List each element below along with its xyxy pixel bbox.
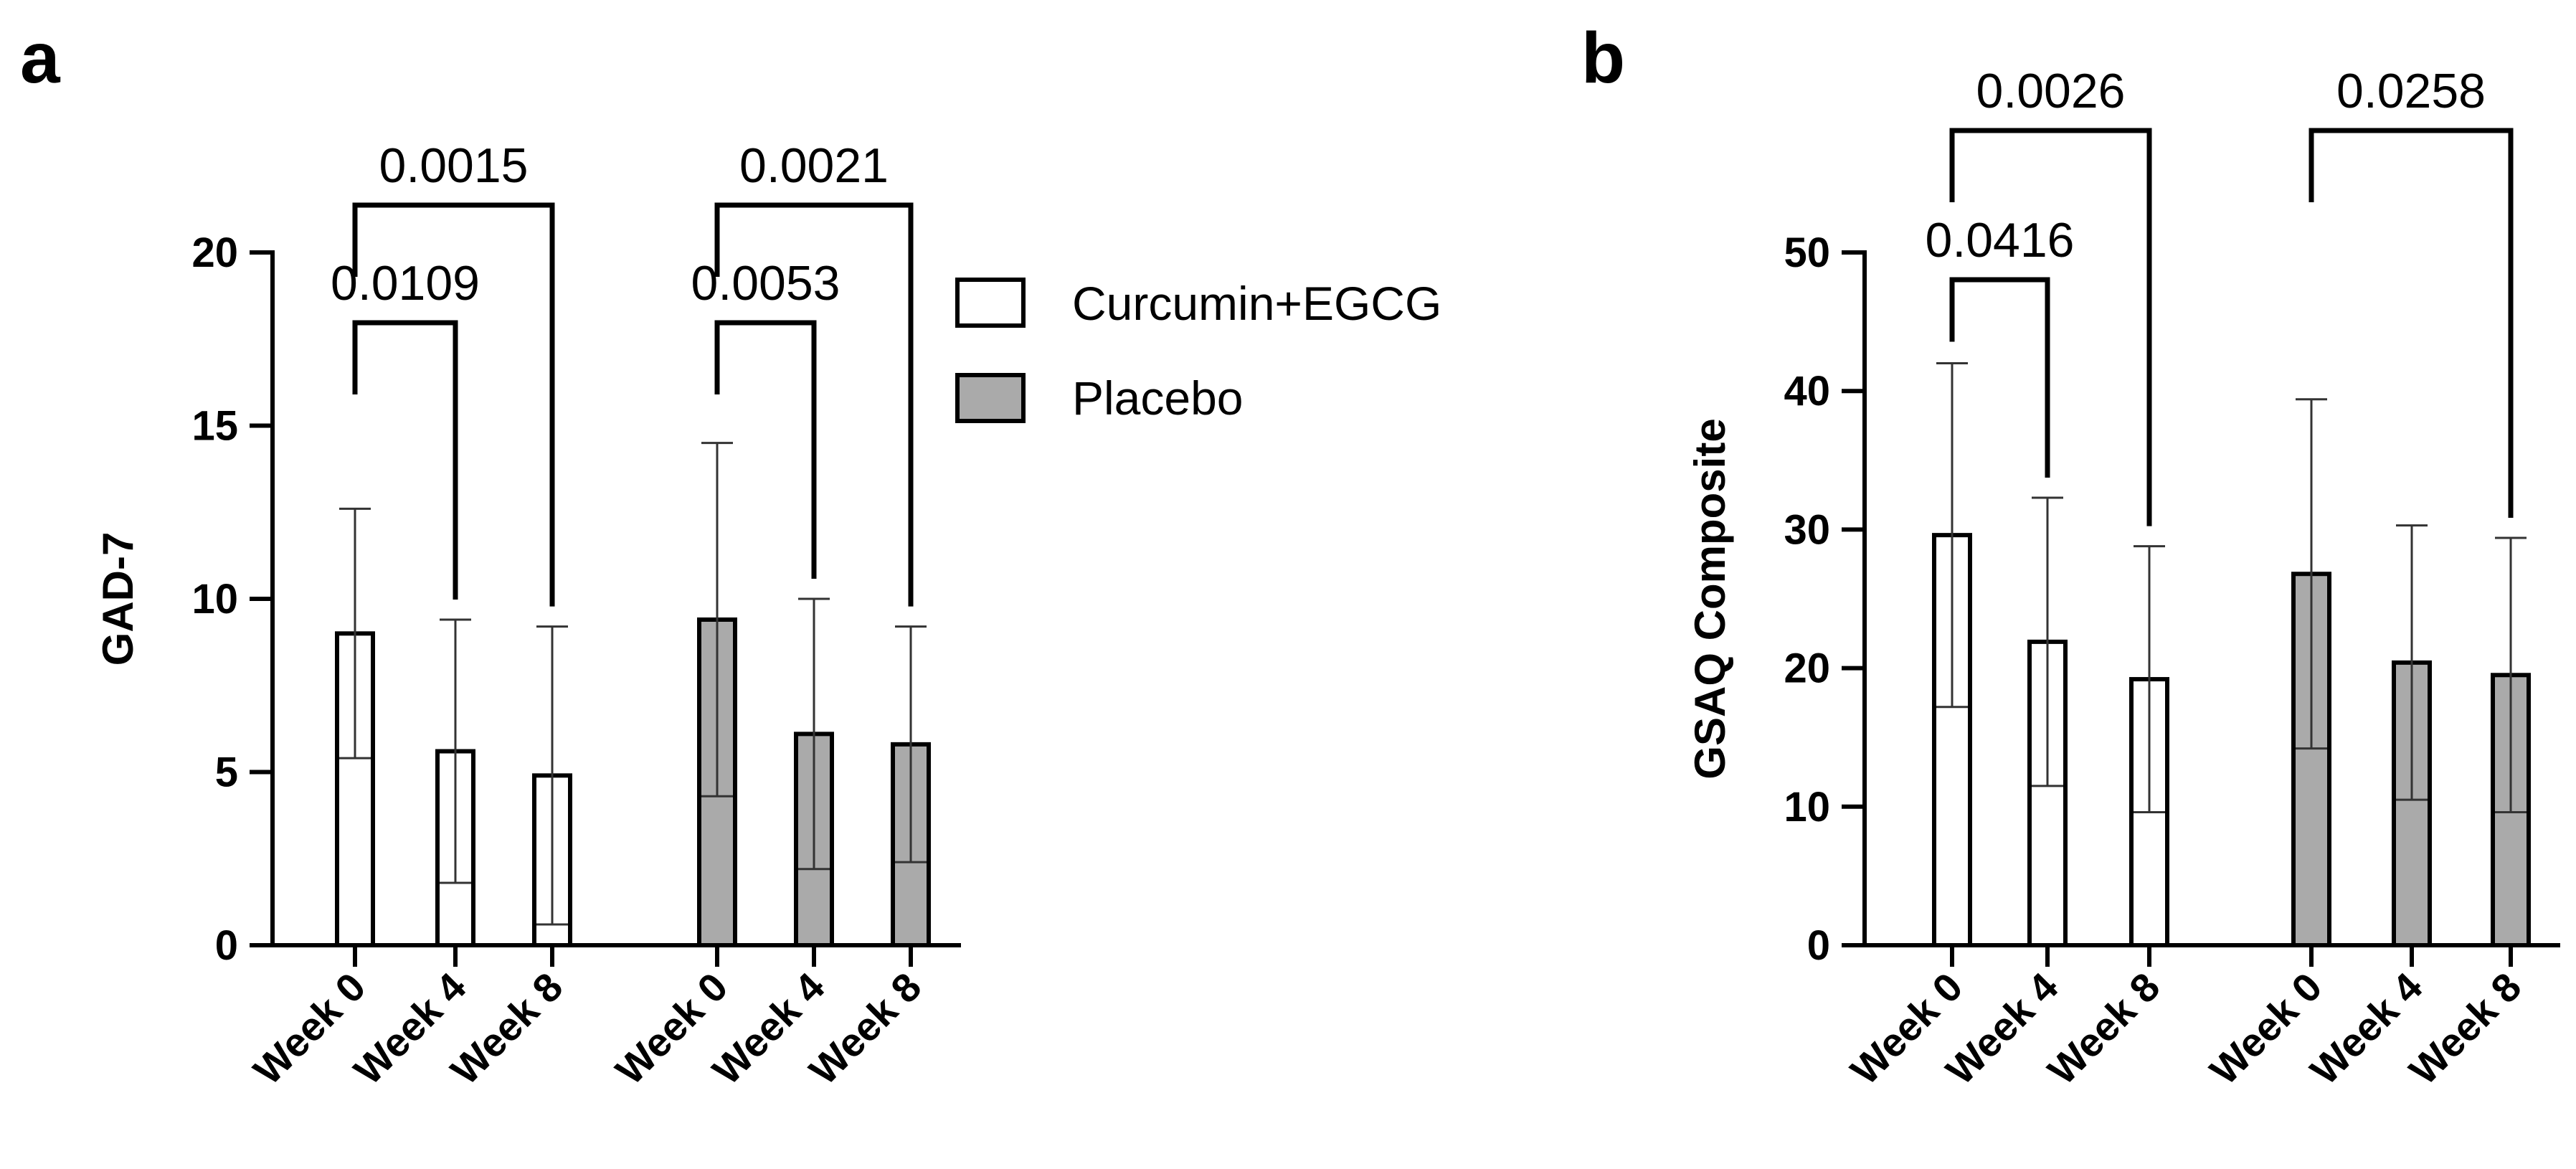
- y-tick-label: 40: [1784, 368, 1830, 415]
- x-tick-label: Week 4: [2301, 964, 2430, 1093]
- y-tick-label: 20: [1784, 645, 1830, 692]
- y-tick-label: 0: [1807, 922, 1830, 969]
- y-axis-label: GSAQ Composite: [1686, 418, 1734, 779]
- y-tick-label: 30: [1784, 506, 1830, 553]
- x-tick-label: Week 0: [245, 964, 374, 1093]
- legend-swatch-placebo: [955, 373, 1026, 423]
- y-tick-label: 10: [191, 576, 238, 623]
- significance-bracket: [1949, 128, 2152, 526]
- panel-letter-b: b: [1581, 18, 1625, 98]
- p-value-label: 0.0026: [1976, 64, 2126, 118]
- significance-bracket: [714, 320, 817, 579]
- significance-bracket: [2309, 128, 2514, 518]
- y-tick-label: 0: [215, 922, 238, 969]
- y-tick-label: 5: [215, 749, 238, 796]
- p-value-label: 0.0021: [739, 138, 889, 193]
- significance-bracket: [1949, 277, 2050, 478]
- x-tick-label: Week 8: [2039, 964, 2168, 1093]
- p-value-label: 0.0258: [2336, 64, 2486, 118]
- p-value-label: 0.0053: [691, 256, 840, 311]
- p-value-label: 0.0015: [379, 138, 529, 193]
- y-tick-label: 10: [1784, 784, 1830, 830]
- y-tick-label: 15: [191, 403, 238, 450]
- legend-swatch-curcumin: [955, 278, 1026, 328]
- significance-bracket: [714, 202, 914, 607]
- y-tick-label: 50: [1784, 229, 1830, 276]
- panel-letter-a: a: [20, 18, 61, 98]
- significance-bracket: [352, 320, 458, 600]
- p-value-label: 0.0416: [1926, 213, 2075, 268]
- legend-label-placebo: Placebo: [1072, 371, 1244, 425]
- y-tick-label: 20: [191, 229, 238, 276]
- x-tick-label: Week 0: [2201, 964, 2330, 1093]
- x-tick-label: Week 8: [2400, 964, 2529, 1093]
- legend-label-curcumin: Curcumin+EGCG: [1072, 277, 1441, 330]
- y-axis-label: GAD-7: [94, 532, 142, 666]
- legend: Curcumin+EGCG Placebo: [955, 277, 1441, 425]
- significance-bracket: [352, 202, 555, 607]
